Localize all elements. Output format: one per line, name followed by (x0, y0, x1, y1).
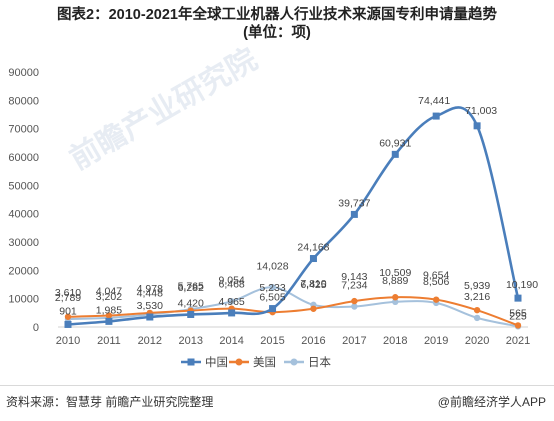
data-label: 5,939 (464, 280, 490, 292)
x-tick-label: 2017 (342, 335, 366, 347)
data-point (392, 298, 399, 306)
data-label: 225 (509, 310, 527, 322)
data-point (228, 309, 236, 317)
data-label: 7,234 (341, 280, 367, 292)
footer-divider (0, 385, 554, 386)
data-point (514, 322, 522, 329)
data-label: 10,190 (506, 279, 538, 291)
x-tick-label: 2021 (506, 335, 530, 347)
data-label: 6,505 (259, 292, 285, 304)
data-point (269, 305, 277, 313)
data-point (105, 312, 113, 319)
y-tick-label: 10000 (8, 294, 39, 306)
data-point (187, 310, 195, 318)
data-label: 3,530 (137, 300, 163, 312)
data-label: 2,789 (55, 292, 81, 304)
data-label: 4,978 (137, 283, 163, 295)
series-line-china (67, 106, 520, 326)
legend-marker (290, 358, 298, 366)
data-label: 8,889 (382, 275, 408, 287)
series-line-japan (67, 286, 519, 328)
data-label: 8,506 (423, 276, 449, 288)
x-tick-label: 2020 (465, 335, 489, 347)
data-label: 60,931 (379, 137, 411, 149)
x-tick-label: 2016 (301, 335, 325, 347)
title-line-1: 图表2：2010-2021年全球工业机器人行业技术来源国专利申请量趋势 (57, 7, 497, 23)
legend-label: 中国 (205, 356, 228, 369)
data-label: 4,965 (218, 296, 244, 308)
series-line-usa (67, 296, 519, 327)
y-tick-label: 60000 (8, 152, 39, 164)
source-note: 资料来源：智慧芽 前瞻产业研究院整理 (6, 395, 214, 409)
legend-marker (187, 358, 195, 366)
x-tick-label: 2018 (383, 335, 407, 347)
data-point (432, 112, 440, 120)
data-point (64, 320, 72, 328)
x-tick-label: 2019 (424, 335, 448, 347)
data-label: 901 (59, 305, 77, 317)
x-tick-label: 2014 (219, 335, 243, 347)
data-point (473, 314, 481, 322)
data-label: 10,509 (379, 267, 411, 279)
data-label: 9,143 (341, 271, 367, 283)
y-tick-label: 90000 (8, 67, 39, 79)
data-label: 3,202 (96, 291, 122, 303)
data-point (146, 313, 154, 321)
data-label: 6,282 (178, 282, 204, 294)
data-point (309, 255, 317, 263)
x-tick-label: 2015 (260, 335, 284, 347)
chart-title: 图表2：2010-2021年全球工业机器人行业技术来源国专利申请量趋势 (单位：… (0, 6, 554, 42)
app-credit: @前瞻经济学人APP (437, 395, 546, 409)
data-label: 565 (509, 307, 527, 319)
data-label: 4,420 (178, 297, 204, 309)
legend-marker (235, 358, 243, 366)
data-point (514, 294, 522, 302)
data-label: 4,448 (137, 287, 163, 299)
title-line-2: (单位：项) (243, 25, 311, 41)
data-point (351, 303, 358, 310)
y-tick-label: 80000 (8, 95, 39, 107)
y-tick-label: 70000 (8, 124, 39, 136)
y-tick-label: 30000 (8, 237, 39, 249)
y-tick-label: 0 (33, 322, 39, 334)
y-tick-label: 50000 (8, 180, 39, 192)
data-point (473, 122, 481, 130)
data-point (350, 210, 358, 218)
y-tick-label: 40000 (8, 209, 39, 221)
data-label: 39,737 (338, 197, 370, 209)
data-point (105, 317, 113, 325)
data-label: 9,654 (423, 270, 449, 282)
legend-label: 美国 (253, 355, 276, 369)
x-tick-label: 2013 (178, 335, 202, 347)
data-label: 1,985 (96, 304, 122, 316)
data-label: 74,441 (418, 95, 450, 107)
data-point (64, 313, 72, 320)
data-label: 3,610 (55, 287, 81, 299)
legend-label: 日本 (308, 355, 331, 369)
data-point (269, 284, 276, 291)
x-tick-label: 2011 (97, 335, 121, 347)
data-label: 5,765 (178, 281, 204, 293)
data-label: 4,047 (96, 286, 122, 298)
data-point (473, 306, 481, 314)
data-label: 24,168 (297, 242, 329, 254)
data-point (392, 294, 399, 301)
y-tick-label: 20000 (8, 265, 39, 277)
data-label: 71,003 (465, 105, 497, 117)
data-point (391, 150, 399, 158)
data-label: 3,216 (464, 291, 490, 303)
data-point (310, 305, 317, 312)
data-point (228, 298, 235, 305)
data-point (432, 296, 440, 303)
x-tick-label: 2010 (56, 335, 80, 347)
data-label: 6,425 (300, 279, 326, 291)
data-point (351, 297, 358, 305)
data-label: 7,810 (300, 278, 326, 290)
data-label: 6,468 (218, 279, 244, 291)
data-label: 5,233 (259, 282, 285, 294)
x-tick-label: 2012 (138, 335, 162, 347)
data-label: 9,054 (218, 274, 244, 286)
data-label: 14,028 (256, 260, 288, 272)
